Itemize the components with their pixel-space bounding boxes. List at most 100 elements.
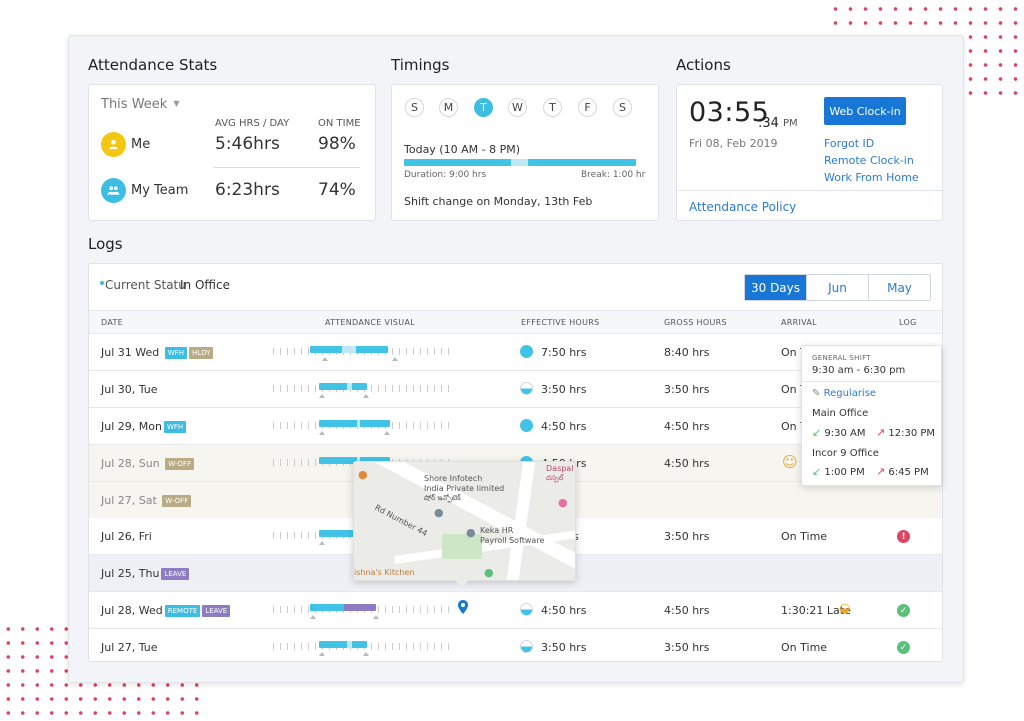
map-place2-line2: Payroll Software xyxy=(480,536,545,545)
place-pin-icon: ● xyxy=(466,526,476,539)
table-row[interactable]: Jul 31 Wed WFH HLDY 7:50 hrs 8:40 hrs On … xyxy=(89,334,942,371)
check-icon[interactable]: ✓ xyxy=(897,641,910,654)
row-date: Jul 25, Thu xyxy=(101,567,160,580)
col-log: LOG xyxy=(899,318,917,327)
current-status-label: Current Statu xyxy=(105,278,186,292)
row-date: Jul 29, Mon xyxy=(101,420,162,433)
location-pin-icon[interactable] xyxy=(458,600,468,617)
attendance-break xyxy=(342,346,356,353)
stat-label-team: My Team xyxy=(131,183,189,198)
duration-text: Duration: 9:00 hrs xyxy=(404,170,487,180)
wfh-badge: WFH xyxy=(163,421,187,433)
avg-hrs-header: AVG HRS / DAY xyxy=(215,118,290,129)
attendance-bar xyxy=(319,530,367,537)
map-place1-local: షోర్ ఇన్ఫోటెక్ xyxy=(424,494,461,502)
day-sat[interactable]: S xyxy=(613,98,632,117)
logs-title: Logs xyxy=(88,235,123,253)
stat-avg-team: 6:23hrs xyxy=(215,180,280,200)
map-place2-line1: Keka HR xyxy=(480,526,514,535)
alert-icon[interactable]: ! xyxy=(897,530,910,543)
attendance-policy-link[interactable]: Attendance Policy xyxy=(689,200,797,214)
clock-in-time: 9:30 AM xyxy=(824,428,866,439)
actions-divider xyxy=(677,190,943,191)
leave-badge: LEAVE xyxy=(202,605,231,617)
row-date: Jul 28, Wed xyxy=(101,604,163,617)
effective-indicator-icon xyxy=(520,419,533,432)
arrow-in-icon: ↙ xyxy=(812,465,822,478)
place-pin-icon: ● xyxy=(434,506,444,519)
attendance-bar xyxy=(310,346,388,353)
gross-hours: 4:50 hrs xyxy=(664,420,710,433)
shift-divider xyxy=(802,381,941,382)
location-map-popup[interactable]: ● Shore Infotech India Private limited ష… xyxy=(353,461,576,581)
effective-indicator-icon xyxy=(520,382,533,395)
map-park xyxy=(442,534,482,559)
attendance-bar xyxy=(319,420,390,427)
clock-out-marker xyxy=(384,431,390,435)
map-area: Daspal xyxy=(546,464,574,473)
arrow-out-icon: ↗ xyxy=(876,426,886,439)
table-row[interactable]: Jul 29, Mon WFH 4:50 hrs 4:50 hrs On T xyxy=(89,408,942,445)
attendance-bar xyxy=(310,604,376,611)
row-date: Jul 30, Tue xyxy=(101,383,158,396)
effective-hours: 4:50 hrs xyxy=(541,604,587,617)
logs-table-header: DATE ATTENDANCE VISUAL EFFECTIVE HOURS G… xyxy=(89,310,942,334)
clock-date: Fri 08, Feb 2019 xyxy=(689,137,778,150)
period-tabs: 30 Days Jun May xyxy=(744,274,931,301)
arrival-status: On T xyxy=(781,420,807,433)
regularise-link[interactable]: ✎ Regularise xyxy=(812,388,877,399)
clock-out-marker xyxy=(363,394,369,398)
timings-title: Timings xyxy=(391,56,450,74)
table-row[interactable]: Jul 28, Wed REMOTE LEAVE 4:50 hrs 4:50 hrs… xyxy=(89,592,942,629)
on-time-header: ON TIME xyxy=(318,118,361,129)
day-thu[interactable]: T xyxy=(543,98,562,117)
col-effective: EFFECTIVE HOURS xyxy=(521,318,600,327)
attendance-bar xyxy=(319,641,367,648)
shift-change-note: Shift change on Monday, 13th Feb xyxy=(404,195,593,208)
table-row[interactable]: Jul 27, Tue 3:50 hrs 3:50 hrs On Time ✓ xyxy=(89,629,942,661)
gross-hours: 4:50 hrs xyxy=(664,604,710,617)
map-area-local: దస్పల్ xyxy=(546,474,564,482)
week-off-badge: W-OFF xyxy=(165,458,195,470)
arrival-status: On T xyxy=(781,383,807,396)
clock-out-time: 6:45 PM xyxy=(888,467,929,478)
effective-hours: 3:50 hrs xyxy=(541,641,587,654)
work-from-home-link[interactable]: Work From Home xyxy=(824,171,919,184)
stat-ontime-me: 98% xyxy=(318,134,356,154)
gross-hours: 3:50 hrs xyxy=(664,530,710,543)
forgot-id-link[interactable]: Forgot ID xyxy=(824,137,875,150)
clock-out-marker xyxy=(392,357,398,361)
day-mon[interactable]: M xyxy=(439,98,458,117)
remote-clock-in-link[interactable]: Remote Clock-in xyxy=(824,154,914,167)
day-fri[interactable]: F xyxy=(578,98,597,117)
day-wed[interactable]: W xyxy=(508,98,527,117)
web-clock-in-button[interactable]: Web Clock-in xyxy=(824,97,906,125)
arrival-status: On Time xyxy=(781,641,828,654)
shift-details-popup: GENERAL SHIFT 9:30 am - 6:30 pm ✎ Regula… xyxy=(801,345,942,486)
tab-jun[interactable]: Jun xyxy=(806,275,868,300)
clock-out-marker xyxy=(363,652,369,656)
day-tue[interactable]: T xyxy=(474,98,493,117)
table-row[interactable]: Jul 30, Tue 3:50 hrs 3:50 hrs On T xyxy=(89,371,942,408)
location-name: Incor 9 Office xyxy=(812,448,879,459)
tab-may[interactable]: May xyxy=(868,275,930,300)
clock-out-time: 12:30 PM xyxy=(888,428,936,439)
clock-in-marker xyxy=(310,615,316,619)
tab-30-days[interactable]: 30 Days xyxy=(745,275,806,300)
check-icon[interactable]: ✓ xyxy=(897,604,910,617)
map-place1-line2: India Private limited xyxy=(424,484,505,493)
late-snail-icon: ◒ xyxy=(839,601,851,616)
caret-down-icon: ▼ xyxy=(173,99,180,108)
current-status-value: In Office xyxy=(180,278,230,292)
gross-hours: 8:40 hrs xyxy=(664,346,710,359)
row-date: Jul 31 Wed xyxy=(101,346,160,359)
smiley-icon: ☺ xyxy=(782,453,798,471)
effective-hours: 3:50 hrs xyxy=(541,383,587,396)
col-gross: GROSS HOURS xyxy=(664,318,727,327)
row-date: Jul 27, Tue xyxy=(101,641,158,654)
today-timing: Today (10 AM - 8 PM) xyxy=(404,143,520,156)
day-sun[interactable]: S xyxy=(405,98,424,117)
stats-card: This Week ▼ AVG HRS / DAY ON TIME Me 5:46… xyxy=(88,84,376,221)
shift-time: 9:30 am - 6:30 pm xyxy=(812,365,906,376)
period-dropdown[interactable]: This Week ▼ xyxy=(101,97,180,112)
